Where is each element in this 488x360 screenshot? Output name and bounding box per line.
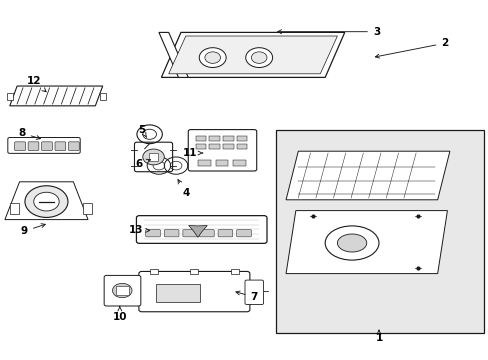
FancyBboxPatch shape bbox=[68, 142, 79, 150]
FancyBboxPatch shape bbox=[145, 230, 160, 237]
Text: 4: 4 bbox=[178, 180, 189, 198]
FancyBboxPatch shape bbox=[218, 230, 232, 237]
Text: 13: 13 bbox=[128, 225, 149, 235]
Bar bbox=[236, 144, 247, 149]
Bar bbox=[223, 136, 233, 141]
Ellipse shape bbox=[337, 234, 366, 252]
Text: 5: 5 bbox=[138, 125, 146, 138]
FancyBboxPatch shape bbox=[15, 142, 25, 150]
Circle shape bbox=[34, 192, 59, 211]
Circle shape bbox=[112, 283, 132, 298]
Circle shape bbox=[142, 149, 164, 165]
Bar bbox=[209, 144, 220, 149]
Circle shape bbox=[25, 186, 68, 217]
Bar bbox=[116, 286, 128, 295]
Bar bbox=[7, 93, 13, 100]
Polygon shape bbox=[285, 151, 449, 200]
FancyBboxPatch shape bbox=[8, 138, 80, 153]
Bar bbox=[233, 160, 245, 166]
Bar bbox=[276, 130, 483, 333]
FancyBboxPatch shape bbox=[41, 142, 52, 150]
Bar bbox=[83, 203, 92, 214]
Ellipse shape bbox=[325, 226, 378, 260]
Bar bbox=[215, 160, 228, 166]
Bar bbox=[190, 269, 198, 274]
Bar bbox=[195, 136, 206, 141]
Ellipse shape bbox=[251, 52, 266, 63]
Bar bbox=[10, 203, 19, 214]
Ellipse shape bbox=[199, 48, 225, 68]
Bar bbox=[148, 153, 158, 161]
Text: 1: 1 bbox=[375, 330, 382, 343]
FancyBboxPatch shape bbox=[104, 275, 141, 306]
Polygon shape bbox=[188, 225, 207, 238]
Text: 3: 3 bbox=[277, 27, 379, 37]
Bar bbox=[236, 136, 247, 141]
Polygon shape bbox=[159, 32, 188, 77]
FancyBboxPatch shape bbox=[134, 142, 172, 172]
Bar bbox=[150, 269, 158, 274]
FancyBboxPatch shape bbox=[139, 271, 249, 312]
FancyBboxPatch shape bbox=[136, 216, 266, 243]
FancyBboxPatch shape bbox=[183, 230, 197, 237]
FancyBboxPatch shape bbox=[236, 230, 251, 237]
Bar bbox=[198, 160, 210, 166]
Bar bbox=[156, 284, 200, 302]
FancyBboxPatch shape bbox=[244, 280, 263, 305]
FancyBboxPatch shape bbox=[199, 230, 214, 237]
Text: 2: 2 bbox=[375, 38, 447, 58]
Text: 7: 7 bbox=[235, 291, 258, 302]
Text: 10: 10 bbox=[112, 306, 127, 322]
Ellipse shape bbox=[204, 52, 220, 63]
Polygon shape bbox=[168, 36, 337, 74]
Text: 6: 6 bbox=[136, 159, 150, 169]
Polygon shape bbox=[5, 182, 88, 220]
FancyBboxPatch shape bbox=[28, 142, 39, 150]
FancyBboxPatch shape bbox=[188, 130, 256, 171]
FancyBboxPatch shape bbox=[164, 230, 179, 237]
Bar bbox=[223, 144, 233, 149]
Polygon shape bbox=[10, 86, 102, 106]
Bar bbox=[195, 144, 206, 149]
Text: 9: 9 bbox=[21, 224, 45, 236]
Text: 12: 12 bbox=[27, 76, 46, 92]
Bar bbox=[100, 93, 106, 100]
FancyBboxPatch shape bbox=[55, 142, 65, 150]
Polygon shape bbox=[161, 32, 344, 77]
Bar bbox=[230, 269, 238, 274]
Text: 8: 8 bbox=[19, 128, 41, 139]
Polygon shape bbox=[285, 211, 447, 274]
Text: 11: 11 bbox=[182, 148, 202, 158]
Bar bbox=[209, 136, 220, 141]
Ellipse shape bbox=[245, 48, 272, 68]
